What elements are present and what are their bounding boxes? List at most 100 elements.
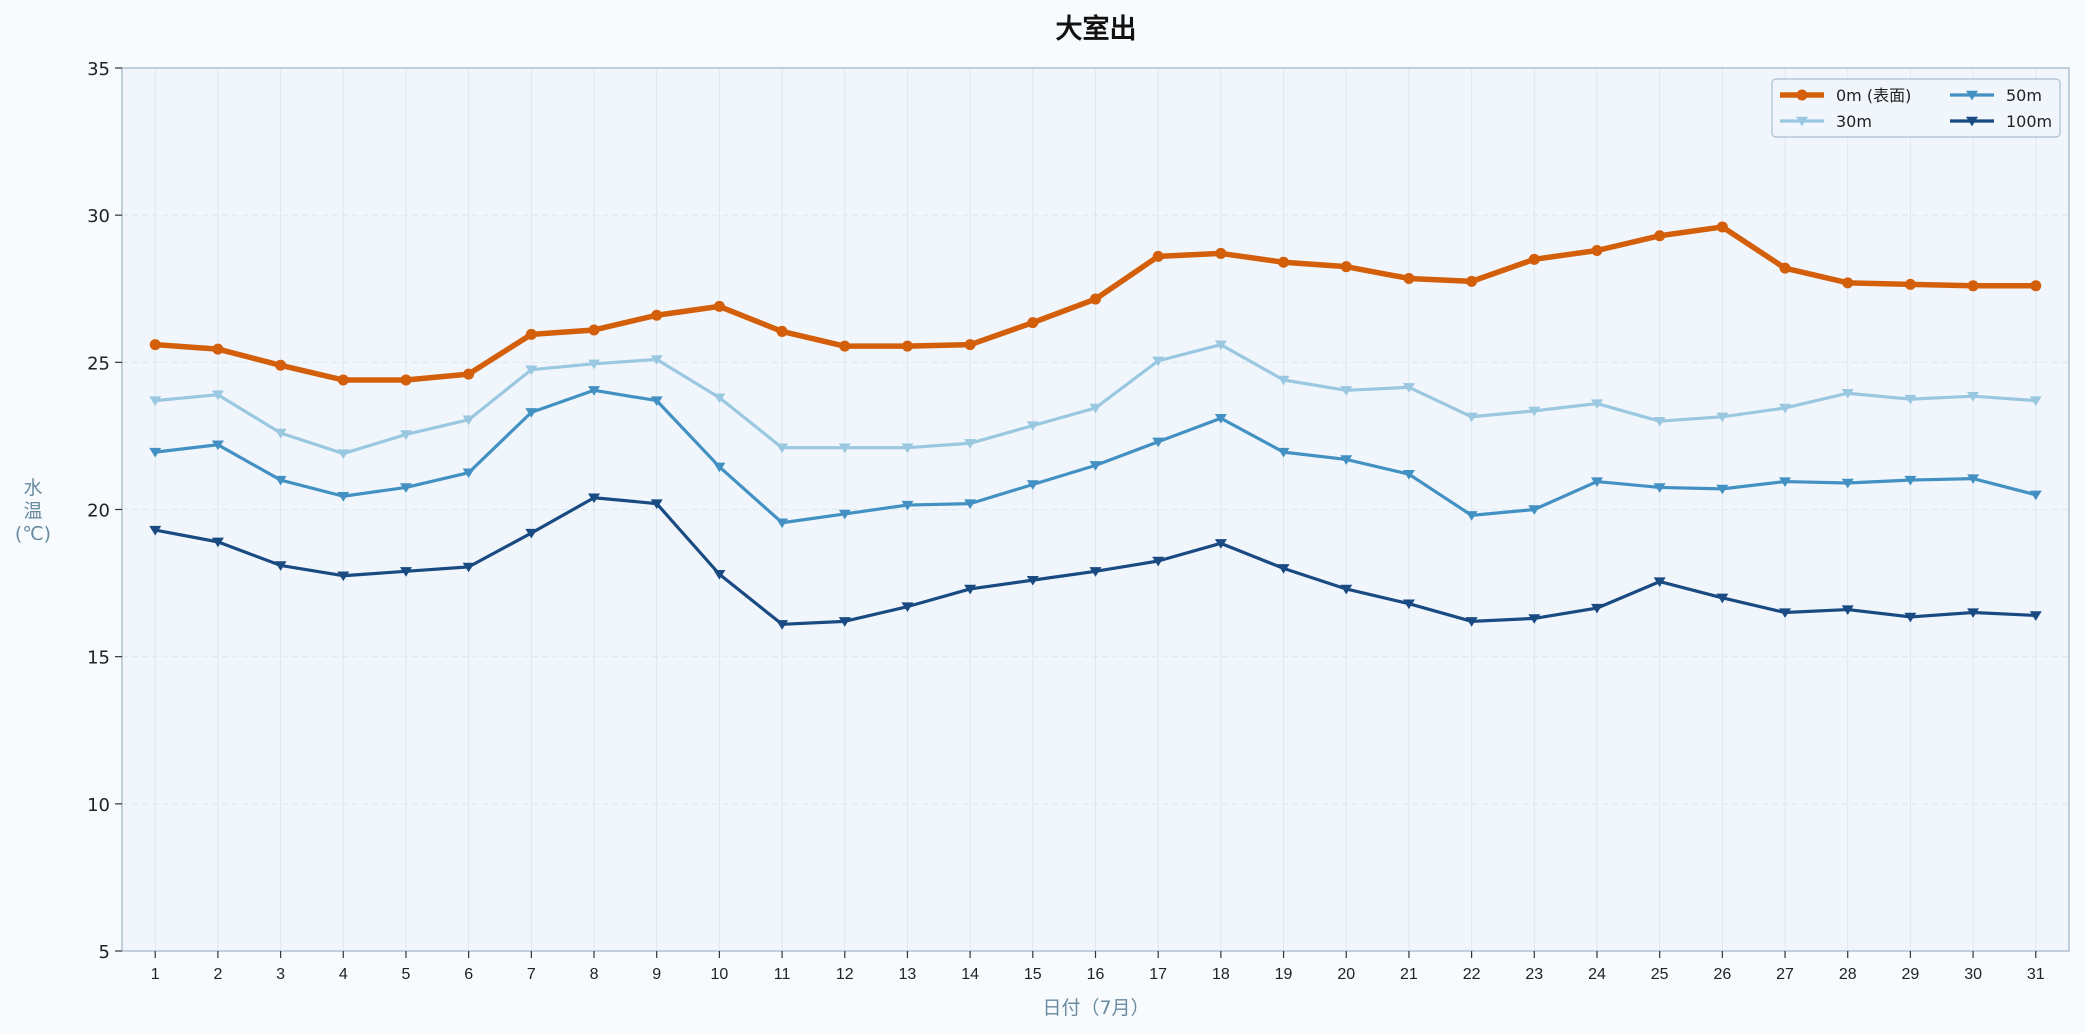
data-point [901,602,914,613]
data-point [2030,280,2042,292]
data-point [1967,391,1980,402]
legend-item: 50m [1950,86,2042,105]
data-point [1152,437,1165,448]
data-point [1904,394,1917,405]
data-point [1653,577,1666,588]
data-point [1842,277,1854,289]
data-point [1340,584,1353,595]
x-tick-label: 1 [151,966,160,983]
data-point [1716,484,1729,495]
series-layer [149,221,2042,630]
data-point [901,500,914,511]
data-point [776,325,788,337]
data-point [1277,564,1290,574]
x-tick-label: 27 [1776,966,1794,983]
legend-swatch-marker [1796,116,1808,127]
y-tick-label: 25 [87,353,110,374]
x-tick-label: 23 [1525,966,1543,983]
data-point [1967,280,1979,292]
y-axis-label-line: 温 [23,500,42,522]
data-point [1214,414,1227,424]
data-point [1904,612,1917,623]
data-point [1089,461,1102,471]
data-point [588,493,601,504]
x-tick-label: 14 [961,966,979,983]
x-tick-label: 10 [710,966,728,983]
data-point [525,365,538,376]
x-tick-label: 8 [590,966,599,983]
y-tick-label: 20 [87,501,110,522]
x-tick-label: 15 [1024,966,1042,983]
data-point [964,339,976,351]
data-point [1716,412,1729,423]
data-point [211,440,224,451]
series-50m [149,386,2042,529]
data-point [337,449,350,459]
data-point [651,309,663,321]
x-tick-label: 24 [1588,966,1606,983]
data-point [1340,261,1352,273]
data-point [1716,221,1728,233]
data-point [1653,417,1666,427]
data-point [525,408,538,418]
data-point [964,439,977,449]
chart-title: 大室出 [1056,13,1137,45]
data-point [1215,247,1227,259]
data-point [462,415,475,426]
data-point [2029,611,2042,621]
x-tick-label: 20 [1337,966,1355,983]
data-point [463,368,475,380]
y-tick-label: 30 [87,206,110,227]
data-point [212,343,224,355]
data-point [1528,253,1540,265]
y-tick-label: 10 [87,795,110,816]
data-point [1904,278,1916,290]
data-point [838,617,851,627]
x-tick-label: 16 [1087,966,1105,983]
data-point [1528,614,1541,624]
legend-swatch-marker [1966,90,1978,101]
data-point [399,567,412,577]
data-point [713,570,726,580]
data-point [1214,340,1227,351]
legend-item: 100m [1950,112,2052,131]
data-point [1152,250,1164,262]
data-point [901,340,913,352]
data-point [1590,603,1603,614]
data-point [1026,575,1039,586]
data-point [337,492,350,502]
data-point [588,386,601,396]
data-point [1779,262,1791,274]
data-point [337,374,349,386]
x-tick-label: 6 [464,966,473,983]
data-point [149,339,161,351]
data-point [1841,478,1854,489]
data-point [1089,567,1102,577]
data-point [1089,403,1102,414]
series-0m (表面) [149,221,2042,386]
data-point [1090,293,1101,305]
data-point [1590,477,1603,487]
data-point [838,509,851,520]
x-tick-label: 25 [1651,966,1669,983]
legend-swatch-marker [1966,116,1978,127]
y-axis-label: 水温(℃) [15,477,51,545]
x-tick-label: 17 [1149,966,1167,983]
y-tick-label: 15 [87,648,110,669]
x-tick-label: 22 [1463,966,1481,983]
legend-item: 0m (表面) [1780,86,1911,105]
x-tick-label: 18 [1212,966,1230,983]
x-tick-label: 13 [899,966,917,983]
data-point [337,571,350,582]
x-tick-label: 28 [1839,966,1857,983]
data-point [1528,505,1541,515]
data-point [901,443,914,454]
data-point [839,340,851,352]
data-point [964,499,977,510]
data-point [1152,556,1165,567]
legend-label: 30m [1836,112,1872,131]
data-point [1277,447,1290,458]
x-tick-label: 30 [1964,966,1982,983]
